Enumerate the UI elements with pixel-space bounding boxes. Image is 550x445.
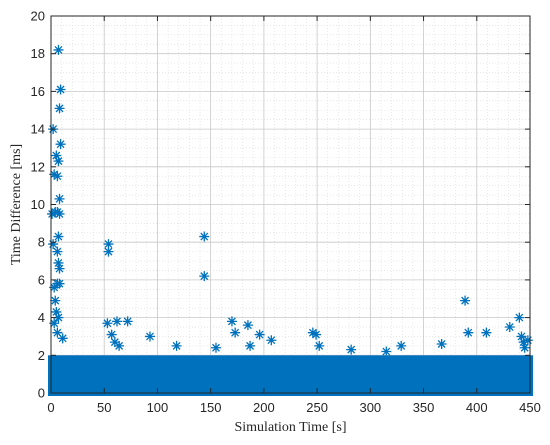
- data-point: [51, 150, 62, 161]
- data-point: [54, 103, 65, 114]
- data-point: [103, 239, 114, 250]
- data-point: [53, 312, 64, 323]
- data-point: [47, 208, 58, 219]
- data-point: [463, 327, 474, 338]
- data-point: [53, 44, 64, 55]
- data-point: [52, 246, 63, 257]
- y-tick-label: 16: [31, 84, 45, 99]
- data-point: [50, 295, 61, 306]
- data-point: [111, 316, 122, 327]
- minor-grid: [51, 16, 530, 393]
- data-point: [346, 344, 357, 355]
- data-point: [481, 327, 492, 338]
- data-point: [210, 342, 221, 353]
- y-tick-label: 0: [38, 386, 45, 401]
- data-point: [314, 340, 325, 351]
- data-point: [254, 329, 265, 340]
- data-point: [307, 327, 318, 338]
- data-point: [144, 331, 155, 342]
- data-point: [49, 282, 60, 293]
- data-point: [460, 295, 471, 306]
- data-point: [114, 340, 125, 351]
- x-tick-label: 450: [519, 400, 541, 415]
- data-point: [522, 335, 533, 346]
- data-point: [55, 139, 66, 150]
- y-tick-label: 2: [38, 348, 45, 363]
- data-point: [49, 169, 60, 180]
- data-point: [171, 340, 182, 351]
- y-tick-label: 18: [31, 46, 45, 61]
- data-point: [53, 257, 64, 268]
- data-point: [516, 331, 527, 342]
- y-axis-title: Time Difference [ms]: [9, 144, 24, 265]
- y-tick-label: 8: [38, 235, 45, 250]
- data-point: [245, 340, 256, 351]
- data-point: [226, 316, 237, 327]
- data-point: [122, 316, 133, 327]
- data-point: [311, 329, 322, 340]
- x-tick-label: 0: [47, 400, 54, 415]
- y-tick-label: 4: [38, 310, 45, 325]
- data-point: [242, 320, 253, 331]
- data-point: [54, 208, 65, 219]
- y-tick-label: 12: [31, 159, 45, 174]
- x-tick-label: 100: [147, 400, 169, 415]
- x-tick-label: 350: [413, 400, 435, 415]
- data-point: [518, 337, 529, 348]
- x-tick-label: 50: [97, 400, 111, 415]
- y-tick-labels: 0 2 4 6 8 10 12 14 16 18 20: [31, 9, 45, 401]
- data-point: [54, 263, 65, 274]
- x-tick-label: 200: [253, 400, 275, 415]
- data-point: [51, 306, 62, 317]
- data-point: [53, 156, 64, 167]
- data-point: [52, 171, 63, 182]
- y-tick-label: 6: [38, 272, 45, 287]
- axis-ticks: [50, 15, 531, 394]
- data-point: [103, 246, 114, 257]
- data-point: [54, 193, 65, 204]
- data-point: [52, 327, 63, 338]
- data-point: [57, 333, 68, 344]
- dense-data-band: [48, 355, 533, 396]
- data-point: [54, 278, 65, 289]
- x-tick-label: 250: [306, 400, 328, 415]
- data-point: [436, 338, 447, 349]
- x-axis-title: Simulation Time [s]: [234, 420, 346, 435]
- data-point: [109, 337, 120, 348]
- x-tick-label: 150: [200, 400, 222, 415]
- data-point: [199, 231, 210, 242]
- data-point: [55, 84, 66, 95]
- x-tick-labels: 0 50 100 150 200 250 300 350 400 450: [47, 400, 540, 415]
- data-point: [396, 340, 407, 351]
- data-point: [381, 346, 392, 357]
- data-point: [514, 312, 525, 323]
- data-point: [266, 335, 277, 346]
- data-point: [519, 342, 530, 353]
- data-point: [199, 271, 210, 282]
- data-point: [106, 329, 117, 340]
- data-point: [504, 322, 515, 333]
- y-tick-label: 20: [31, 9, 45, 24]
- data-point: [102, 318, 113, 329]
- data-point: [49, 318, 60, 329]
- data-point: [48, 239, 59, 250]
- y-tick-label: 14: [31, 122, 45, 137]
- x-tick-label: 300: [359, 400, 381, 415]
- data-point: [230, 327, 241, 338]
- x-tick-label: 400: [466, 400, 488, 415]
- data-point: [53, 231, 64, 242]
- y-tick-label: 10: [31, 197, 45, 212]
